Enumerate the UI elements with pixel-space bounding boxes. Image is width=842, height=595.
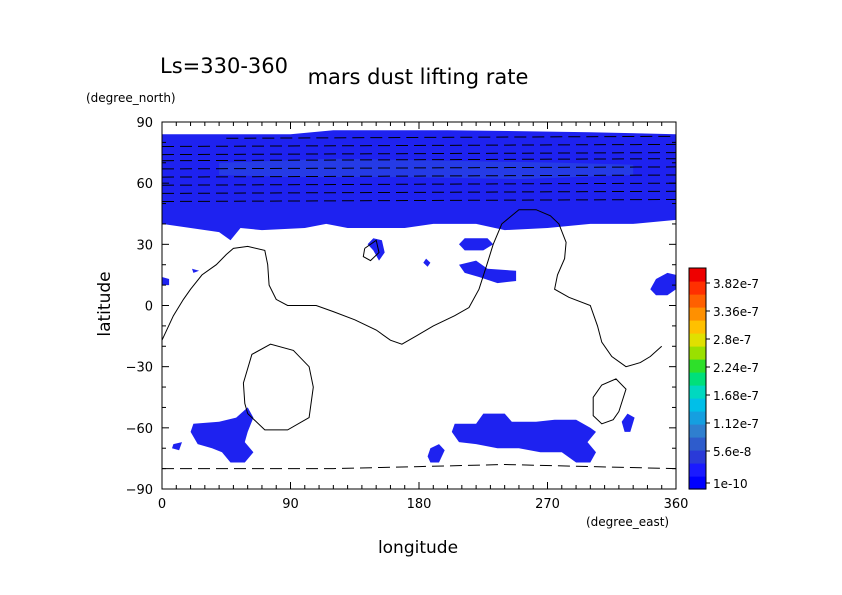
colorbar-swatch bbox=[689, 437, 706, 451]
field-blob-20-17 bbox=[192, 268, 200, 273]
contour-north-dashed-9 bbox=[161, 199, 677, 202]
plot-area: 0 90 180 270 360 90 60 30 0 −30 −60 −90 bbox=[126, 116, 689, 512]
contour-north-dashed-4 bbox=[161, 158, 677, 162]
x-tick-labels: 0 90 180 270 360 bbox=[158, 497, 689, 512]
colorbar-label: 1e-10 bbox=[713, 477, 748, 491]
y-tick-label: 60 bbox=[136, 177, 153, 192]
field-north-polar-band bbox=[162, 130, 676, 241]
colorbar-label: 2.24e-7 bbox=[713, 361, 759, 375]
colorbar-label: 3.82e-7 bbox=[713, 277, 759, 291]
field-south-blob-325-58 bbox=[621, 413, 635, 432]
colorbar-swatch bbox=[689, 476, 706, 490]
field-south-blob-260-65 bbox=[451, 413, 596, 463]
y-tick-label: 30 bbox=[136, 238, 153, 253]
x-tick-label: 270 bbox=[535, 497, 560, 512]
contour-lines bbox=[161, 135, 677, 470]
field-blob-205-30 bbox=[459, 238, 494, 251]
field-south-blob-40-65 bbox=[190, 407, 254, 463]
y-tick-label: −30 bbox=[126, 361, 153, 376]
x-units-label: (degree_east) bbox=[586, 515, 669, 529]
colorbar-swatch bbox=[689, 359, 706, 373]
field-blob-220-15 bbox=[459, 260, 517, 284]
y-units-label: (degree_north) bbox=[86, 91, 176, 105]
field-blob-185-22 bbox=[423, 258, 431, 267]
chart-title: mars dust lifting rate bbox=[308, 65, 529, 89]
colorbar-swatch bbox=[689, 450, 706, 464]
contour-north-dashed-8 bbox=[161, 190, 677, 194]
y-tick-label: −60 bbox=[126, 422, 153, 437]
contour-south-small-oval-contour bbox=[592, 378, 627, 425]
colorbar-swatch bbox=[689, 385, 706, 399]
colorbar-swatch bbox=[689, 281, 706, 295]
y-tick-label: 0 bbox=[145, 300, 153, 315]
chart-subtitle: Ls=330-360 bbox=[160, 54, 288, 78]
dust-field-regions bbox=[162, 130, 676, 463]
contour-north-dashed-3 bbox=[161, 152, 677, 156]
contour-south-polar-contour bbox=[162, 463, 677, 470]
contour-north-dashed-7 bbox=[161, 182, 677, 186]
y-tick-labels: 90 60 30 0 −30 −60 −90 bbox=[126, 116, 153, 498]
colorbar-swatches bbox=[689, 268, 706, 490]
x-axis-label: longitude bbox=[378, 538, 458, 558]
colorbar-swatch bbox=[689, 372, 706, 386]
axis-ticks bbox=[161, 121, 677, 490]
y-axis-label: latitude bbox=[95, 271, 115, 336]
colorbar-swatch bbox=[689, 346, 706, 360]
colorbar-swatch bbox=[689, 398, 706, 412]
colorbar-swatch bbox=[689, 333, 706, 347]
colorbar-swatch bbox=[689, 463, 706, 477]
contour-south-oval-contour bbox=[242, 343, 314, 431]
field-blob-0-12 bbox=[162, 277, 170, 286]
colorbar-label: 1.12e-7 bbox=[713, 417, 759, 431]
colorbar-labels: 3.82e-7 3.36e-7 2.8e-7 2.24e-7 1.68e-7 1.12e-… bbox=[706, 277, 759, 491]
colorbar-label: 3.36e-7 bbox=[713, 305, 759, 319]
field-south-blob-195-75 bbox=[427, 444, 445, 463]
colorbar-swatch bbox=[689, 411, 706, 425]
x-tick-label: 90 bbox=[282, 497, 299, 512]
colorbar: 3.82e-7 3.36e-7 2.8e-7 2.24e-7 1.68e-7 1.12e-… bbox=[688, 267, 759, 491]
colorbar-swatch bbox=[689, 268, 706, 282]
y-tick-label: 90 bbox=[136, 116, 153, 131]
field-south-blob-10-70 bbox=[172, 442, 182, 451]
colorbar-label: 1.68e-7 bbox=[713, 389, 759, 403]
colorbar-swatch bbox=[689, 424, 706, 438]
contour-north-dashed-1 bbox=[226, 135, 677, 139]
colorbar-label: 5.6e-8 bbox=[713, 445, 751, 459]
contour-equatorial-contour bbox=[161, 209, 663, 368]
field-blob-360-10 bbox=[650, 272, 676, 296]
colorbar-swatch bbox=[689, 320, 706, 334]
x-tick-label: 0 bbox=[158, 497, 166, 512]
colorbar-swatch bbox=[689, 307, 706, 321]
x-tick-label: 180 bbox=[407, 497, 432, 512]
contour-north-small-contour bbox=[362, 239, 380, 262]
colorbar-swatch bbox=[689, 294, 706, 308]
y-tick-label: −90 bbox=[126, 483, 153, 498]
contour-north-dashed-5 bbox=[161, 166, 677, 170]
contour-north-dashed-6 bbox=[161, 174, 677, 178]
contour-north-dashed-2 bbox=[161, 143, 677, 147]
x-tick-label: 360 bbox=[664, 497, 689, 512]
colorbar-frame bbox=[688, 267, 707, 490]
field-north-inner-band bbox=[219, 158, 634, 180]
colorbar-label: 2.8e-7 bbox=[713, 333, 751, 347]
